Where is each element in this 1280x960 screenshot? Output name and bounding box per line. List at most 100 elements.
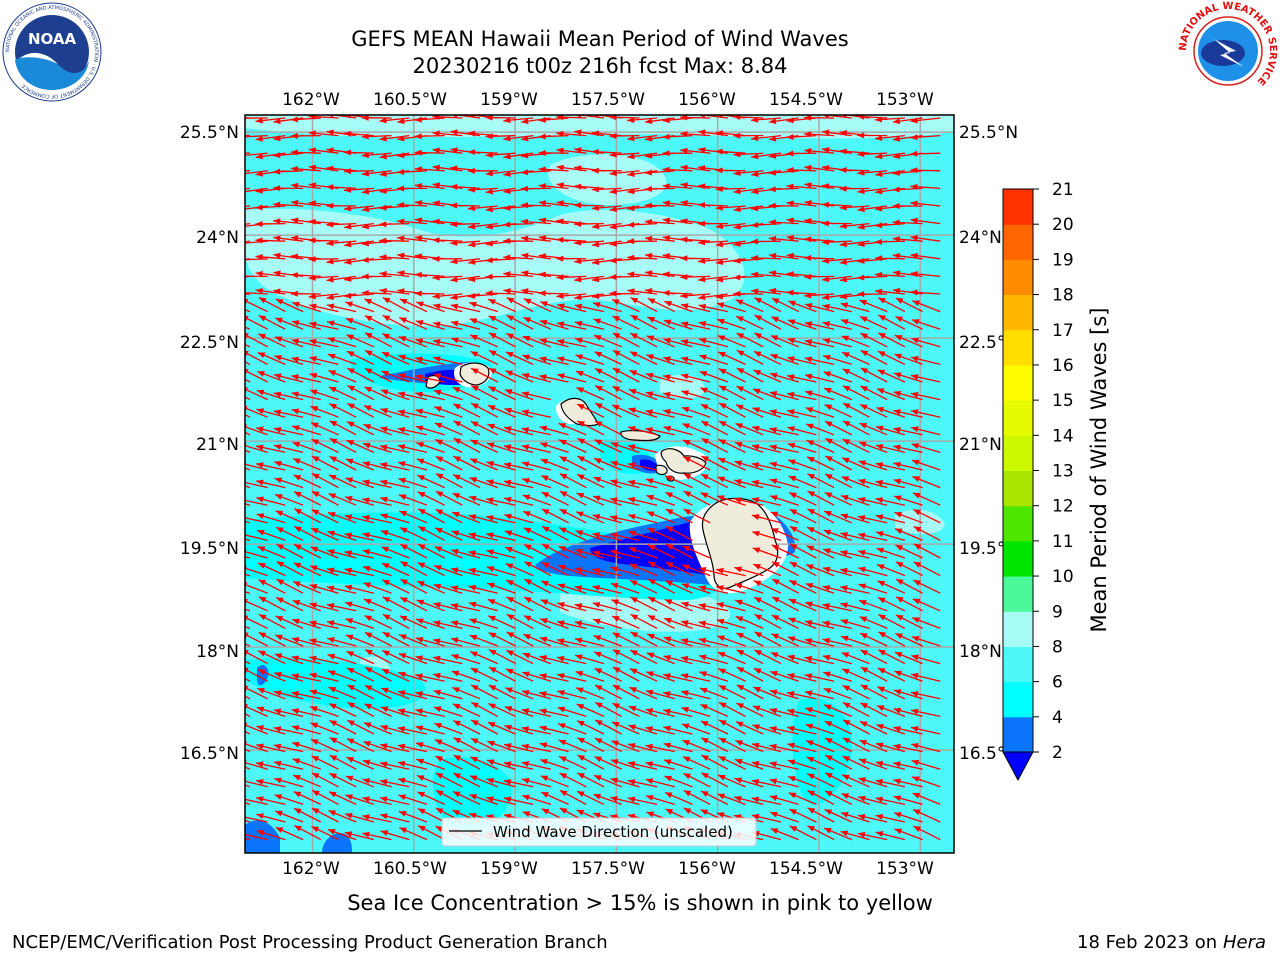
wind-wave-arrowhead: [542, 526, 550, 533]
wind-wave-arrowhead: [273, 270, 281, 277]
wind-wave-arrowhead: [328, 791, 337, 798]
wind-wave-arrowhead: [291, 320, 300, 327]
wind-wave-arrowhead: [273, 743, 282, 750]
wind-wave-arrowhead: [787, 708, 795, 715]
wind-wave-arrowhead: [451, 530, 460, 537]
wind-wave-arrowhead: [701, 755, 709, 762]
wind-wave-arrowhead: [610, 479, 618, 486]
wind-wave-arrowhead: [807, 773, 815, 780]
wind-wave-arrowhead: [825, 473, 833, 480]
wind-wave-arrowhead: [291, 691, 299, 697]
wind-wave-arrowhead: [414, 166, 422, 173]
wind-wave-arrowhead: [825, 772, 833, 779]
wind-wave-arrowhead: [363, 722, 372, 729]
wind-wave-arrowhead: [417, 791, 426, 798]
wind-wave-arrowhead: [877, 686, 886, 693]
wind-wave-arrowhead: [343, 149, 352, 156]
wind-wave-arrowhead: [786, 252, 794, 259]
wind-wave-arrowhead: [399, 298, 408, 305]
wind-wave-arrowhead: [627, 116, 635, 123]
wind-wave-arrowhead: [753, 370, 762, 376]
wind-wave-arrowhead: [839, 130, 847, 136]
wind-wave-arrowhead: [717, 775, 726, 781]
wind-wave-arrowhead: [736, 386, 745, 392]
wind-wave-arrowhead: [521, 391, 530, 398]
wind-wave-arrowhead: [786, 183, 794, 190]
wind-wave-arrowhead: [220, 168, 227, 174]
wind-wave-arrowhead: [698, 620, 707, 627]
wind-wave-arrowhead: [273, 391, 282, 398]
wind-wave-arrowhead: [538, 149, 546, 156]
wind-wave-arrowhead: [556, 321, 565, 328]
wind-wave-arrowhead: [453, 737, 462, 744]
wind-wave-arrowhead: [591, 276, 600, 283]
wind-wave-arrowhead: [256, 408, 265, 415]
wind-wave-arrowhead: [486, 796, 494, 803]
wind-wave-arrowhead: [595, 719, 603, 726]
wind-wave-arrowhead: [453, 420, 462, 427]
lat-tick-left: 18°N: [196, 642, 239, 662]
wind-wave-arrowhead: [768, 135, 777, 142]
wind-wave-arrowhead: [609, 257, 617, 264]
wind-wave-arrowhead: [556, 339, 565, 345]
wind-wave-arrowhead: [771, 544, 780, 551]
wind-wave-arrowhead: [822, 585, 831, 591]
wind-wave-arrowhead: [717, 335, 726, 342]
wind-wave-arrowhead: [681, 390, 689, 397]
wind-wave-arrowhead: [805, 407, 814, 413]
wind-wave-arrowhead: [612, 368, 621, 375]
wind-wave-arrowhead: [223, 368, 231, 374]
islands: [425, 362, 779, 589]
wind-wave-arrowhead: [470, 668, 479, 674]
wind-wave-arrowhead: [630, 597, 638, 603]
wind-wave-arrowhead: [379, 288, 387, 294]
wind-wave-arrowhead: [397, 391, 406, 398]
wind-wave-arrowhead: [397, 708, 406, 715]
wind-wave-arrowhead: [453, 773, 461, 779]
wind-wave-arrowhead: [840, 619, 849, 625]
wind-wave-arrowhead: [804, 690, 813, 697]
wind-wave-arrowhead: [751, 761, 760, 767]
wind-wave-arrowhead: [255, 117, 263, 124]
colorbar-tick-label: 12: [1052, 497, 1074, 517]
wind-wave-arrowhead: [574, 585, 583, 592]
wind-wave-arrowhead: [876, 388, 885, 395]
wind-wave-arrowhead: [556, 638, 565, 645]
wind-wave-arrowhead: [276, 597, 284, 604]
wind-wave-arrowhead: [222, 318, 230, 324]
wind-wave-arrowhead: [397, 185, 405, 192]
wind-wave-arrowhead: [804, 292, 812, 299]
wind-wave-arrowhead: [365, 350, 373, 357]
wind-wave-arrowhead: [540, 458, 549, 465]
wind-wave-arrowhead: [416, 758, 424, 765]
wind-wave-arrowhead: [362, 442, 371, 449]
wind-wave-arrowhead: [645, 135, 653, 142]
wind-wave-arrowhead: [896, 596, 904, 603]
wind-wave-arrowhead: [290, 149, 298, 156]
wind-wave-arrowhead: [822, 338, 831, 344]
wind-wave-arrowhead: [540, 442, 548, 449]
wind-wave-arrowhead: [344, 275, 352, 282]
wind-wave-arrow: [245, 170, 268, 175]
wind-wave-arrowhead: [220, 292, 227, 298]
wind-wave-arrowhead: [860, 702, 869, 709]
wind-wave-arrowhead: [255, 204, 263, 211]
wind-wave-arrowhead: [772, 596, 780, 603]
wind-wave-arrowhead: [857, 274, 865, 281]
wind-wave-arrowhead: [789, 809, 797, 815]
wind-wave-arrowhead: [245, 298, 249, 305]
wind-wave-arrowhead: [681, 303, 689, 310]
wind-wave-arrowhead: [822, 164, 830, 171]
wind-wave-arrowhead: [470, 421, 479, 428]
wind-wave-arrowhead: [770, 828, 779, 834]
wind-wave-arrowhead: [326, 276, 334, 283]
wind-wave-arrowhead: [380, 444, 388, 451]
wind-wave-arrowhead: [715, 223, 724, 230]
wind-wave-arrowhead: [913, 561, 922, 568]
wind-wave-arrowhead: [859, 616, 868, 623]
wind-wave-arrowhead: [245, 333, 249, 339]
wind-wave-arrowhead: [364, 298, 373, 305]
wind-wave-arrowhead: [892, 203, 900, 210]
wind-wave-arrowhead: [735, 423, 744, 429]
wind-wave-arrowhead: [257, 371, 265, 377]
